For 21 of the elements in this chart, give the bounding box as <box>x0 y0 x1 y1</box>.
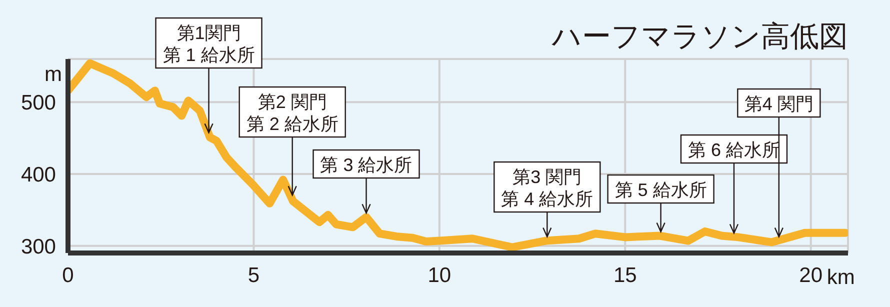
annotation: 第 2 給水所 <box>246 114 338 134</box>
y-axis-title: m <box>44 63 62 86</box>
annotation: 第4 関門 <box>744 94 814 114</box>
x-tick-label: 15 <box>613 264 637 287</box>
annotation: 第 6 給水所 <box>688 140 780 160</box>
y-tick-label: 500 <box>20 92 56 115</box>
x-tick-label: 10 <box>428 264 452 287</box>
annotation: 第3 関門 <box>512 167 582 187</box>
x-tick-label: 5 <box>248 264 260 287</box>
annotation: 第 3 給水所 <box>320 155 412 175</box>
annotation: 第 4 給水所 <box>501 189 594 209</box>
annotation: 第 1 給水所 <box>162 45 255 65</box>
x-tick-label: 20 <box>799 264 823 287</box>
x-tick-label: 0 <box>62 264 74 287</box>
x-axis-title: km <box>826 266 855 289</box>
y-tick-label: 400 <box>20 163 56 186</box>
chart-title: ハーフマラソン高低図 <box>551 21 848 53</box>
annotation: 第2 関門 <box>258 92 327 112</box>
annotation: 第 5 給水所 <box>614 180 707 200</box>
y-tick-label: 300 <box>20 235 56 258</box>
text: 第1関門 <box>176 23 241 43</box>
